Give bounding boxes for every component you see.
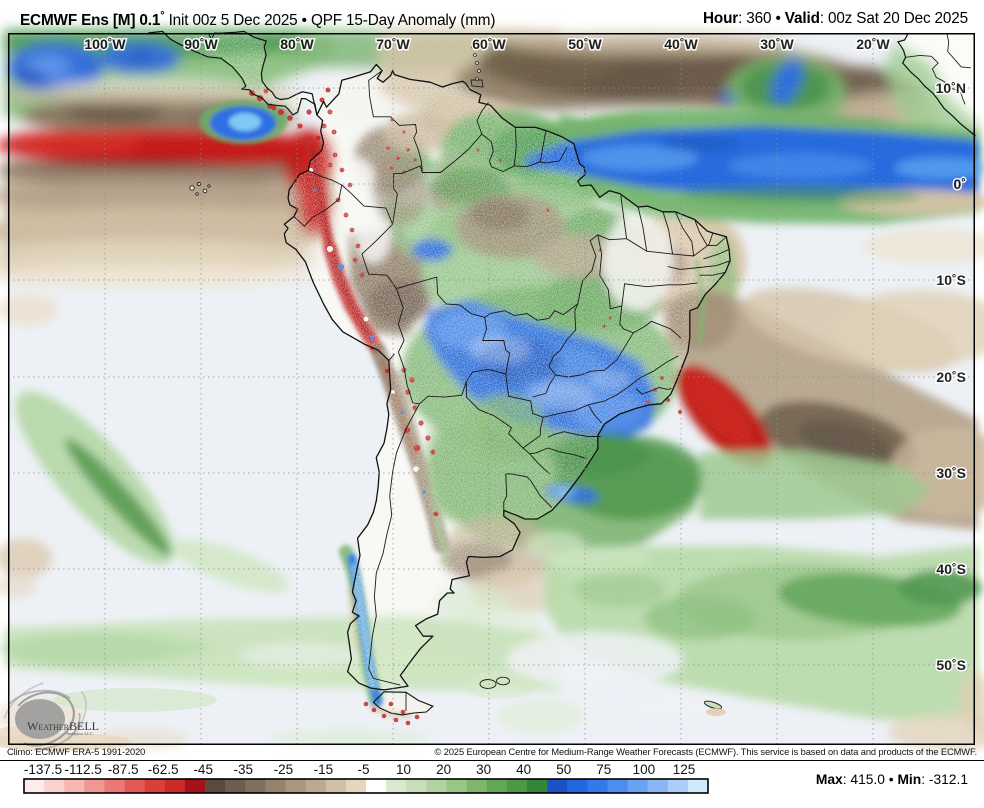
svg-text:-35: -35 bbox=[234, 762, 254, 777]
svg-text:-45: -45 bbox=[193, 762, 213, 777]
svg-text:-5: -5 bbox=[357, 762, 369, 777]
svg-text:10˚S: 10˚S bbox=[936, 272, 966, 288]
svg-text:80˚W: 80˚W bbox=[280, 36, 314, 52]
svg-text:70˚W: 70˚W bbox=[376, 36, 410, 52]
svg-text:20˚W: 20˚W bbox=[856, 36, 890, 52]
svg-text:50˚W: 50˚W bbox=[568, 36, 602, 52]
svg-text:-112.5: -112.5 bbox=[64, 762, 101, 777]
svg-text:20˚S: 20˚S bbox=[936, 369, 966, 385]
svg-text:40˚S: 40˚S bbox=[936, 561, 966, 577]
svg-text:10: 10 bbox=[396, 762, 411, 777]
svg-text:-137.5: -137.5 bbox=[24, 762, 62, 777]
svg-text:100˚W: 100˚W bbox=[84, 36, 126, 52]
svg-text:-25: -25 bbox=[274, 762, 294, 777]
svg-text:50: 50 bbox=[556, 762, 571, 777]
svg-text:Analytics LLC: Analytics LLC bbox=[66, 731, 93, 736]
svg-text:-87.5: -87.5 bbox=[108, 762, 139, 777]
svg-text:90˚W: 90˚W bbox=[184, 36, 218, 52]
svg-text:40˚W: 40˚W bbox=[664, 36, 698, 52]
svg-text:0˚: 0˚ bbox=[954, 176, 966, 192]
svg-text:10˚N: 10˚N bbox=[936, 80, 966, 96]
svg-text:20: 20 bbox=[436, 762, 451, 777]
svg-text:30˚S: 30˚S bbox=[936, 465, 966, 481]
svg-text:30˚W: 30˚W bbox=[760, 36, 794, 52]
svg-text:100: 100 bbox=[633, 762, 656, 777]
svg-text:50˚S: 50˚S bbox=[936, 657, 966, 673]
svg-text:30: 30 bbox=[476, 762, 491, 777]
svg-text:60˚W: 60˚W bbox=[472, 36, 506, 52]
svg-text:125: 125 bbox=[673, 762, 696, 777]
svg-text:-62.5: -62.5 bbox=[148, 762, 179, 777]
svg-text:WEATHERBELL: WEATHERBELL bbox=[27, 719, 99, 733]
svg-text:75: 75 bbox=[596, 762, 611, 777]
svg-text:40: 40 bbox=[516, 762, 531, 777]
svg-text:-15: -15 bbox=[314, 762, 334, 777]
